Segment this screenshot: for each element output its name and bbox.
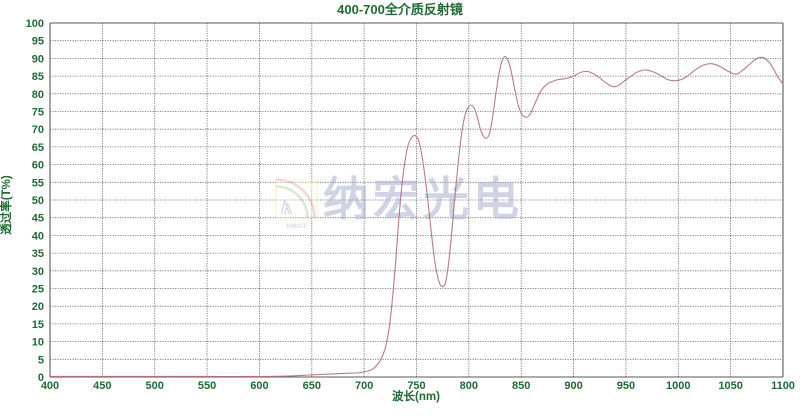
svg-text:40: 40 [32, 230, 44, 242]
svg-text:550: 550 [198, 380, 216, 392]
svg-text:90: 90 [32, 53, 44, 65]
svg-text:55: 55 [32, 177, 44, 189]
svg-text:900: 900 [564, 380, 582, 392]
svg-text:1000: 1000 [666, 380, 690, 392]
svg-text:10: 10 [32, 337, 44, 349]
svg-text:纳宏光电: 纳宏光电 [323, 173, 523, 225]
svg-text:80: 80 [32, 89, 44, 101]
svg-text:75: 75 [32, 107, 44, 119]
svg-text:0: 0 [38, 372, 44, 384]
svg-text:20: 20 [32, 301, 44, 313]
svg-text:30: 30 [32, 266, 44, 278]
svg-text:5: 5 [38, 354, 44, 366]
svg-text:50: 50 [32, 195, 44, 207]
svg-text:15: 15 [32, 319, 44, 331]
svg-text:850: 850 [512, 380, 530, 392]
svg-text:波长(nm): 波长(nm) [392, 389, 440, 403]
svg-text:35: 35 [32, 248, 44, 260]
svg-text:700: 700 [355, 380, 373, 392]
svg-text:1050: 1050 [718, 380, 742, 392]
svg-text:600: 600 [250, 380, 268, 392]
svg-text:70: 70 [32, 124, 44, 136]
svg-text:85: 85 [32, 71, 44, 83]
svg-text:1100: 1100 [771, 380, 795, 392]
svg-text:500: 500 [146, 380, 164, 392]
svg-text:45: 45 [32, 213, 44, 225]
svg-text:25: 25 [32, 284, 44, 296]
svg-text:400-700全介质反射镜: 400-700全介质反射镜 [337, 2, 463, 17]
svg-text:650: 650 [303, 380, 321, 392]
svg-text:950: 950 [617, 380, 635, 392]
svg-text:95: 95 [32, 36, 44, 48]
svg-text:60: 60 [32, 160, 44, 172]
svg-text:65: 65 [32, 142, 44, 154]
svg-text:100: 100 [26, 18, 44, 30]
svg-text:NMOT: NMOT [286, 223, 306, 230]
svg-text:450: 450 [93, 380, 111, 392]
svg-text:透过率(T%): 透过率(T%) [0, 175, 13, 235]
svg-text:800: 800 [460, 380, 478, 392]
